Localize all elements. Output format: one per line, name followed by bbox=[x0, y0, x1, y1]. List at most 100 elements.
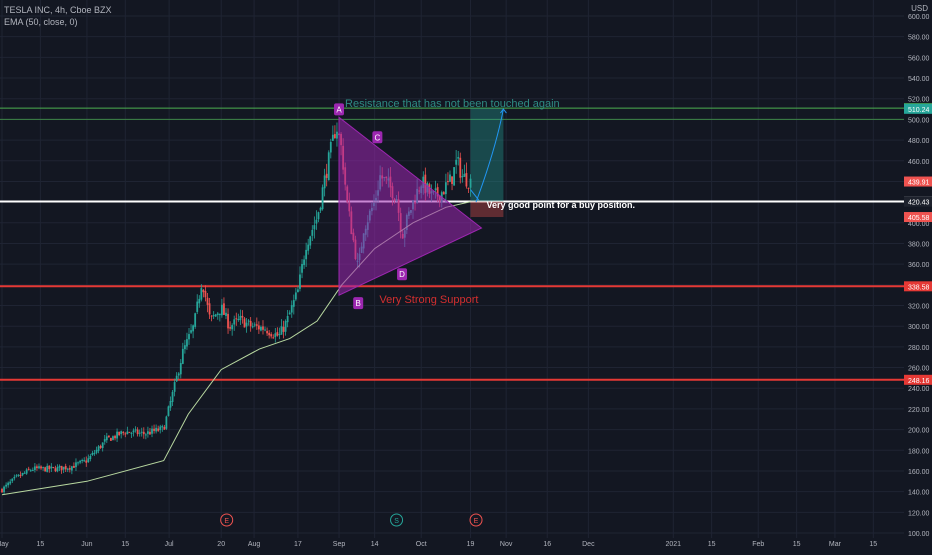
candle-body bbox=[21, 472, 24, 476]
price-tick-label: 160.00 bbox=[908, 469, 930, 476]
candle-body bbox=[297, 289, 299, 293]
candle-body bbox=[183, 345, 186, 350]
event-marker-label: E bbox=[224, 518, 229, 525]
price-tick-label: 400.00 bbox=[908, 221, 930, 228]
price-label-badge bbox=[904, 103, 932, 114]
candle-body bbox=[38, 466, 40, 469]
candle-body bbox=[27, 468, 30, 470]
time-axis[interactable]: May 15 Jun 15 Jul 20 Aug 17 Sep 14 Oct 19 Nov 16 Dec 20… bbox=[0, 538, 904, 550]
pattern-point-badge bbox=[353, 297, 364, 310]
candle-body bbox=[449, 174, 451, 182]
candle-body bbox=[200, 288, 203, 300]
time-tick-label: 15 bbox=[869, 541, 877, 548]
price-label-text: 248.16 bbox=[908, 378, 930, 385]
candle-body bbox=[469, 178, 472, 188]
indicator-title[interactable]: EMA (50, close, 0) bbox=[4, 17, 78, 27]
candle-body bbox=[455, 159, 458, 165]
time-tick-label: 20 bbox=[217, 541, 225, 548]
candle-body bbox=[149, 431, 151, 435]
candle-body bbox=[202, 289, 205, 293]
candle-body bbox=[311, 229, 314, 236]
price-tick-label: 600.00 bbox=[908, 14, 930, 21]
candle-body bbox=[303, 259, 305, 266]
candle-body bbox=[83, 460, 86, 462]
candle-body bbox=[233, 319, 236, 325]
price-label-510-24: 510.24 bbox=[904, 103, 932, 114]
candle-body bbox=[317, 212, 320, 220]
candle-body bbox=[206, 297, 209, 305]
event-marker-s[interactable]: S bbox=[390, 513, 404, 527]
pattern-point-b: B bbox=[353, 297, 364, 310]
candle-body bbox=[237, 318, 240, 320]
candle-body bbox=[290, 305, 293, 313]
candle-body bbox=[227, 313, 229, 329]
price-tick-label: 520.00 bbox=[908, 97, 930, 104]
event-marker-e[interactable]: E bbox=[469, 513, 483, 527]
candle-body bbox=[46, 465, 49, 472]
candle-body bbox=[70, 466, 73, 471]
candle-body bbox=[255, 324, 258, 326]
event-marker-e[interactable]: E bbox=[220, 513, 234, 527]
candle-body bbox=[272, 337, 275, 339]
price-label-248-16: 248.16 bbox=[904, 374, 932, 385]
candle-body bbox=[107, 435, 110, 438]
pattern-point-badge bbox=[334, 103, 345, 116]
time-tick-label: 19 bbox=[467, 541, 475, 548]
candle-body bbox=[134, 429, 137, 431]
candle-body bbox=[3, 486, 5, 493]
candle-body bbox=[165, 416, 168, 429]
price-tick-label: 580.00 bbox=[908, 35, 930, 42]
candle-body bbox=[319, 207, 322, 211]
candle-body bbox=[214, 314, 217, 317]
pattern-point-a: A bbox=[334, 103, 345, 116]
time-tick-label: 15 bbox=[793, 541, 801, 548]
candle-body bbox=[33, 466, 36, 470]
candle-body bbox=[75, 462, 77, 468]
time-axis-background bbox=[0, 538, 904, 550]
candle-body bbox=[241, 315, 244, 318]
price-tick-label: 280.00 bbox=[908, 345, 930, 352]
candle-body bbox=[13, 476, 16, 479]
long-position-tool[interactable] bbox=[470, 108, 504, 218]
candle-body bbox=[56, 467, 59, 472]
candle-body bbox=[436, 187, 439, 197]
abcd-triangle-pattern[interactable]: A B C D bbox=[334, 103, 483, 310]
candle-body bbox=[23, 472, 26, 474]
time-tick-label: Jul bbox=[165, 541, 174, 548]
candle-body bbox=[122, 432, 125, 434]
candle-body bbox=[31, 469, 34, 471]
candle-body bbox=[260, 326, 262, 331]
candle-body bbox=[325, 173, 328, 178]
price-label-338-58: 338.58 bbox=[904, 281, 932, 292]
candle-body bbox=[301, 264, 303, 273]
price-tick-label: 240.00 bbox=[908, 386, 930, 393]
candle-body bbox=[171, 391, 174, 402]
candle-body bbox=[48, 465, 51, 470]
time-tick-label: Nov bbox=[500, 541, 513, 548]
candle-body bbox=[247, 320, 250, 322]
price-tick-label: 180.00 bbox=[908, 448, 930, 455]
symbol-title[interactable]: TESLA INC, 4h, Cboe BZX bbox=[4, 5, 112, 15]
candle-body bbox=[17, 474, 20, 476]
candle-body bbox=[216, 313, 219, 315]
candle-body bbox=[315, 219, 318, 224]
price-tick-label: 480.00 bbox=[908, 138, 930, 145]
price-tick-label: 300.00 bbox=[908, 324, 930, 331]
grid bbox=[0, 0, 904, 538]
candle-body bbox=[138, 432, 141, 434]
event-marker-circle bbox=[469, 513, 483, 527]
price-axis[interactable]: 100.00 120.00 140.00 160.00 180.00 200.00 220.… bbox=[904, 0, 932, 550]
candle-body bbox=[459, 157, 462, 178]
candle-body bbox=[144, 434, 147, 436]
time-tick-label: Feb bbox=[752, 541, 764, 548]
candle-body bbox=[329, 141, 332, 153]
candle-body bbox=[204, 291, 207, 298]
candle-body bbox=[175, 375, 178, 382]
candle-body bbox=[1, 488, 3, 493]
position-profit-zone bbox=[470, 108, 504, 202]
candle-body bbox=[274, 333, 277, 338]
candle-body bbox=[223, 303, 225, 315]
